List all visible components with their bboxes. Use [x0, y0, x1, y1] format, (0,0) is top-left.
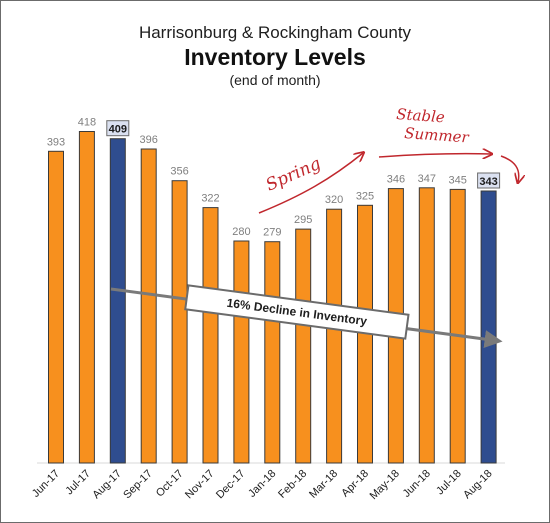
bar-nov-17 [202, 207, 219, 464]
value-labels-group: 393 418 409 396 356 322 280 279 295 320 325 346 347 3… [47, 117, 501, 239]
bar-jul-17 [78, 131, 95, 464]
value-label-nov-17: 322 [201, 193, 219, 205]
bar-jan-18 [264, 241, 281, 464]
bar-aug-17 [109, 138, 126, 464]
bar-oct-17 [171, 180, 188, 464]
value-label-jan-18: 279 [263, 227, 281, 239]
chart-subtitle: Inventory Levels [184, 44, 366, 70]
tick-label-aug-18: Aug-18 [461, 468, 495, 502]
tick-label-aug-17: Aug-17 [90, 468, 124, 502]
stable-annotation-line1: Stable [396, 105, 446, 126]
tick-label-oct-17: Oct-17 [154, 468, 186, 500]
tick-label-jun-17: Jun-17 [30, 468, 62, 500]
value-label-box-aug-18 [477, 172, 501, 189]
bar-aug-18 [480, 190, 497, 464]
value-label-dec-17: 280 [232, 226, 250, 238]
bar-mar-18 [326, 208, 343, 464]
bar-sep-17 [140, 148, 157, 464]
tick-label-may-18: May-18 [368, 468, 402, 502]
value-label-jul-17: 418 [78, 117, 96, 129]
tick-label-jul-17: Jul-17 [63, 468, 93, 498]
value-label-jun-17: 393 [47, 136, 65, 148]
bar-feb-18 [295, 228, 312, 464]
tick-label-apr-18: Apr-18 [339, 468, 371, 500]
bar-jul-18 [449, 188, 466, 464]
summer-annotation-line2: Summer [404, 124, 470, 147]
value-label-oct-17: 356 [170, 166, 188, 178]
bar-jun-18 [418, 187, 435, 464]
tick-label-jun-18: Jun-18 [401, 468, 433, 500]
value-label-aug-17: 409 [109, 124, 127, 136]
spring-annotation: Spring [263, 154, 324, 196]
spring-arrow [258, 153, 363, 214]
value-label-feb-18: 295 [294, 214, 312, 226]
tick-label-jul-18: Jul-18 [434, 468, 464, 498]
tick-label-sep-17: Sep-17 [121, 468, 155, 502]
tick-label-mar-18: Mar-18 [307, 468, 340, 501]
value-label-aug-18: 343 [479, 176, 497, 188]
stable-summer-turn-arrow [500, 155, 519, 182]
tick-label-feb-18: Feb-18 [276, 468, 309, 501]
bar-jun-17 [48, 150, 64, 464]
value-label-apr-18: 325 [356, 190, 374, 202]
value-label-sep-17: 396 [140, 134, 158, 146]
chart-note: (end of month) [229, 72, 320, 88]
chart-title: Harrisonburg & Rockingham County [139, 23, 412, 42]
value-label-mar-18: 320 [325, 194, 343, 206]
value-label-jun-18: 347 [418, 173, 436, 185]
decline-banner-box [184, 284, 410, 340]
tick-label-dec-17: Dec-17 [214, 468, 248, 502]
value-label-may-18: 346 [387, 174, 405, 186]
bar-dec-17 [233, 240, 250, 464]
tick-label-jan-18: Jan-18 [246, 468, 278, 500]
value-label-jul-18: 345 [449, 174, 467, 186]
tick-label-nov-17: Nov-17 [183, 468, 217, 502]
stable-summer-arrow [378, 154, 491, 157]
value-label-box-aug-17 [106, 120, 130, 137]
